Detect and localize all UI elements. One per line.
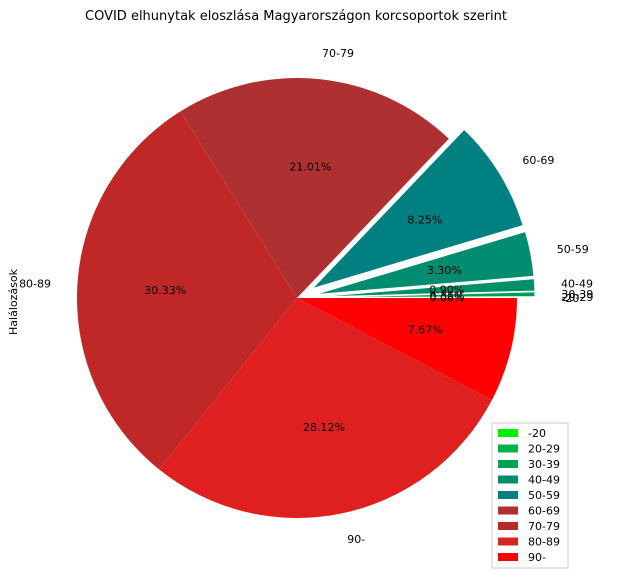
chart-title: COVID elhunytak eloszlása Magyarországon…	[85, 9, 507, 24]
legend-swatch	[498, 537, 518, 546]
slice-percent-label: 0.90%	[429, 284, 464, 297]
slice-percent-label: 30.33%	[144, 284, 186, 297]
pie-slice	[180, 77, 449, 298]
pie-slice	[314, 230, 535, 296]
legend-label: 30-39	[528, 458, 560, 471]
slice-category-label: 40-49	[561, 277, 593, 290]
legend-label: 50-59	[528, 489, 560, 502]
slice-category-label: 90-	[347, 533, 365, 546]
slice-category-label: 50-59	[557, 243, 589, 256]
pie-slice	[297, 298, 517, 400]
legend-label: 60-69	[528, 505, 560, 518]
legend-swatch	[498, 491, 518, 499]
legend-swatch	[498, 460, 518, 468]
legend-label: -20	[528, 427, 546, 440]
legend-swatch	[498, 522, 518, 530]
legend-label: 20-29	[528, 443, 560, 456]
slice-category-label: -20	[561, 292, 579, 305]
legend-swatch	[498, 506, 518, 515]
legend-label: 40-49	[528, 474, 560, 487]
slice-percent-label: 28.12%	[303, 421, 345, 434]
slice-category-label: 80-89	[19, 277, 51, 290]
slice-percent-label: 3.30%	[427, 264, 462, 277]
pie-slice	[314, 278, 536, 298]
slice-category-label: 20-29	[561, 291, 593, 304]
slice-category-label: 70-79	[322, 47, 354, 60]
legend-label: 90-	[528, 551, 546, 564]
y-axis-label: Halálozások	[7, 268, 20, 335]
wedge-labels: -2020-2930-3940-4950-5960-6970-7980-8990…	[19, 47, 593, 546]
pie-slice	[310, 128, 524, 290]
pie-slice	[159, 298, 492, 518]
legend-swatch	[498, 553, 518, 561]
pie-slice	[314, 291, 536, 299]
slice-percent-label: 0.06%	[430, 292, 465, 305]
slice-percent-label: 0.35%	[430, 290, 465, 303]
legend-swatch	[498, 444, 518, 453]
legend: -20 20-29 30-39 40-49 50-59 60-69 70-79 80-89 90…	[491, 422, 569, 569]
slice-category-label: 30-39	[561, 288, 593, 301]
slice-category-label: 60-69	[522, 154, 554, 167]
legend-swatch	[498, 429, 518, 437]
pie-slice	[76, 111, 297, 470]
slice-percent-label: 7.67%	[408, 323, 443, 336]
slice-percent-label: 21.01%	[289, 161, 331, 174]
legend-swatch	[498, 475, 518, 484]
slice-percent-label: 8.25%	[407, 214, 442, 227]
pie-slices	[76, 77, 536, 518]
legend-label: 70-79	[528, 520, 560, 533]
legend-label: 80-89	[528, 536, 560, 549]
percent-labels: 0.06%0.35%0.90% 3.30% 8.25% 21.01% 30.33% 28.…	[144, 161, 464, 435]
